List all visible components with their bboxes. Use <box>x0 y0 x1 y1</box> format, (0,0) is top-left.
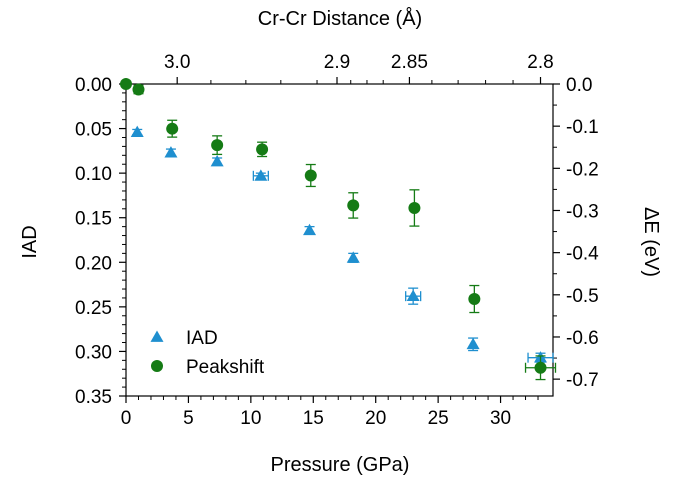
y-axis-right: 0.0 -0.1 -0.2 -0.3 -0.4 -0.5 -0.6 -0.7 <box>553 75 599 391</box>
iad-marker <box>346 251 360 263</box>
y-tick-label: 0.15 <box>75 209 112 230</box>
series-peakshift <box>120 78 557 381</box>
x-tick-label: 5 <box>183 408 194 429</box>
y-tick-label: 0.10 <box>75 164 112 185</box>
y2-axis-title: ΔE (eV) <box>640 207 662 277</box>
peakshift-marker <box>132 83 145 96</box>
x-tick-label: 25 <box>428 408 449 429</box>
y-tick-label: 0.30 <box>75 342 112 363</box>
peakshift-marker <box>347 199 360 212</box>
peakshift-marker <box>211 139 224 152</box>
x2-tick-label: 2.9 <box>324 52 350 73</box>
x-tick-label: 20 <box>365 408 386 429</box>
y2-tick-label: -0.3 <box>566 201 599 222</box>
peakshift-marker <box>166 122 179 135</box>
plot-border <box>125 83 554 397</box>
peakshift-marker <box>120 78 132 90</box>
y-tick-label: 0.25 <box>75 298 112 319</box>
y2-tick-label: -0.1 <box>566 117 599 138</box>
iad-marker <box>164 146 178 158</box>
series-layer <box>120 78 557 381</box>
peakshift-marker <box>468 293 481 306</box>
x-axis-title: Pressure (GPa) <box>271 454 410 476</box>
x-tick-label: 15 <box>303 408 324 429</box>
legend: IAD Peakshift <box>150 328 265 378</box>
y-tick-label: 0.20 <box>75 253 112 274</box>
peakshift-marker <box>256 143 269 156</box>
y2-tick-label: -0.4 <box>566 244 599 265</box>
legend-label: Peakshift <box>186 357 265 378</box>
y2-tick-label: 0.0 <box>566 75 592 96</box>
x-tick-label: 0 <box>121 408 132 429</box>
plot-frame <box>125 83 554 397</box>
peakshift-marker <box>151 360 163 372</box>
y2-tick-label: -0.6 <box>566 328 599 349</box>
y-tick-label: 0.05 <box>75 120 112 141</box>
iad-marker <box>406 289 420 302</box>
iad-marker <box>254 169 268 181</box>
y2-tick-label: -0.7 <box>566 370 599 391</box>
y-tick-label: 0.00 <box>75 75 112 96</box>
iad-marker <box>150 330 164 342</box>
x-axis-bottom: 0 5 10 15 20 25 30 <box>121 396 539 429</box>
y-axis-title: IAD <box>19 225 41 258</box>
x-tick-label: 10 <box>240 408 261 429</box>
peakshift-marker <box>534 361 547 374</box>
iad-marker <box>303 223 317 236</box>
iad-marker <box>210 155 224 167</box>
y-axis-left: 0.00 0.05 0.10 0.15 0.20 0.25 0.30 0.35 <box>75 75 126 408</box>
iad-marker <box>466 337 480 350</box>
x2-axis-title: Cr-Cr Distance (Å) <box>258 7 422 30</box>
peakshift-marker <box>408 201 421 214</box>
y2-tick-label: -0.5 <box>566 286 599 307</box>
x-axis-top: 3.0 2.9 2.85 2.8 <box>164 52 554 84</box>
y-tick-label: 0.35 <box>75 387 112 408</box>
x-tick-label: 30 <box>490 408 511 429</box>
series-iad <box>130 125 554 363</box>
x2-tick-label: 2.85 <box>391 52 428 73</box>
x2-tick-label: 2.8 <box>527 52 553 73</box>
x2-tick-label: 3.0 <box>164 52 190 73</box>
peakshift-marker <box>304 169 317 182</box>
y2-tick-label: -0.2 <box>566 159 599 180</box>
legend-label: IAD <box>186 328 218 349</box>
iad-marker <box>130 125 144 138</box>
